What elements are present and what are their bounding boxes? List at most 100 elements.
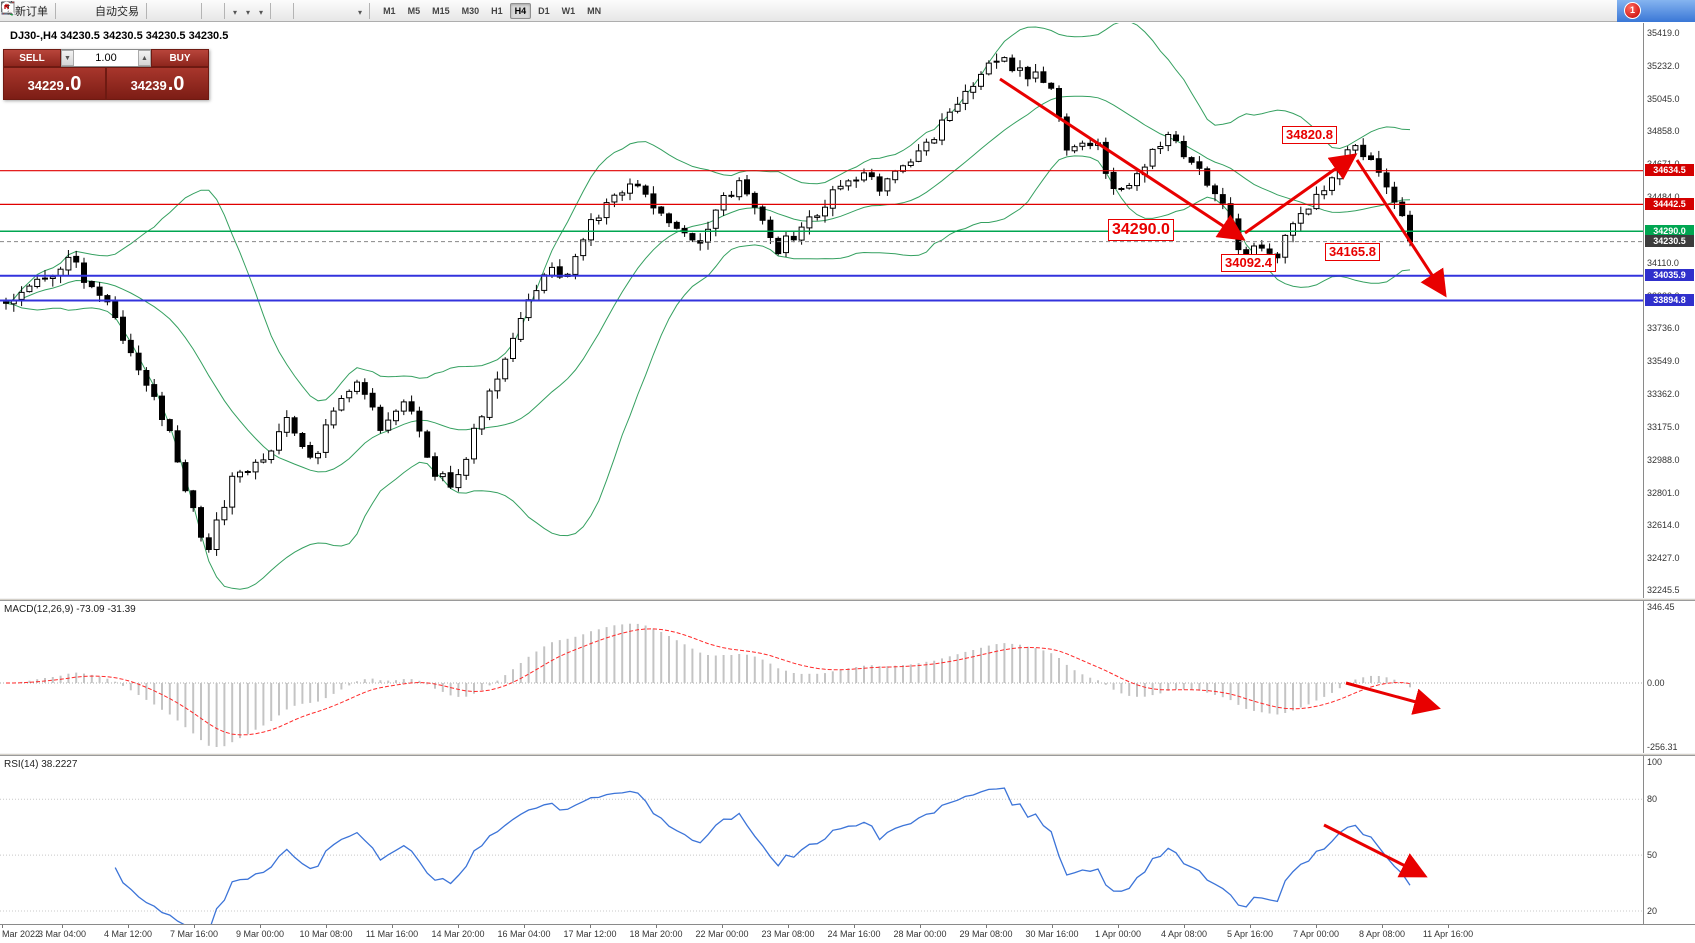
timeframe-h1[interactable]: H1 (491, 5, 503, 16)
candlestick-chart-button[interactable] (2, 0, 166, 22)
price-tick: 32614.0 (1647, 520, 1680, 530)
arrow-tools-dropdown[interactable] (4, 0, 366, 22)
time-label: Mar 2022 (2, 929, 41, 939)
zoom-in-button[interactable] (1, 0, 182, 22)
indicators-dropdown[interactable] (1, 0, 241, 22)
zoom-out-button[interactable] (1, 0, 190, 22)
candle-body (1266, 248, 1273, 254)
time-label: 17 Mar 12:00 (563, 929, 617, 939)
sell-price-display[interactable]: 34229.0 (3, 67, 106, 100)
rsi-axis[interactable]: 100 80 50 20 (1643, 756, 1695, 924)
periods-dropdown[interactable] (1, 0, 254, 22)
timeframe-d1[interactable]: D1 (538, 5, 550, 16)
candle-body (400, 401, 407, 412)
timeframe-m30[interactable]: M30 (461, 5, 480, 16)
volume-input[interactable] (74, 50, 138, 66)
volume-up-button[interactable]: ▲ (138, 50, 151, 66)
trendline-button[interactable] (1, 0, 313, 22)
rsi-label: RSI(14) 38.2227 (4, 759, 78, 770)
buy-button[interactable]: BUY (151, 49, 209, 67)
candle-body (143, 370, 150, 386)
crosshair-button[interactable] (1, 0, 290, 22)
annotation-label[interactable]: 34165.8 (1325, 243, 1380, 262)
trend-arrow[interactable] (1244, 153, 1358, 235)
notification-badge[interactable]: 1 (1624, 2, 1641, 19)
annotation-label[interactable]: 34092.4 (1221, 254, 1276, 273)
timeframe-m5[interactable]: M5 (407, 5, 421, 16)
line-chart-button[interactable] (1, 0, 174, 22)
arrange-windows-button[interactable] (1, 0, 213, 22)
time-label: 10 Mar 08:00 (299, 929, 353, 939)
market-watch-button[interactable] (2, 0, 67, 22)
time-axis[interactable]: Mar 2022 3 Mar 04:00 4 Mar 12:00 7 Mar 16:0… (0, 924, 1695, 943)
timeframe-m15[interactable]: M15 (432, 5, 450, 16)
candle-body (946, 111, 953, 121)
data-window-button[interactable] (2, 0, 75, 22)
price-tick: 33362.0 (1647, 389, 1680, 399)
time-tick (1316, 925, 1317, 928)
text-label-button[interactable]: T (1, 0, 353, 22)
new-order-button[interactable]: 新订单 (2, 0, 52, 22)
terminal-button[interactable] (2, 0, 91, 22)
autotrading-button[interactable]: 自动交易 (4, 0, 143, 22)
time-tick (1382, 925, 1383, 928)
sell-button[interactable]: SELL (3, 49, 61, 67)
buy-price-display[interactable]: 34239.0 (106, 67, 209, 100)
fibonacci-button[interactable] (1, 0, 337, 22)
macd-canvas[interactable] (0, 601, 1643, 753)
panel-divider[interactable] (0, 598, 1695, 601)
annotation-label[interactable]: 34290.0 (1108, 219, 1174, 241)
candle-body (120, 316, 126, 341)
candle-body (198, 507, 204, 538)
candle-body (424, 431, 431, 458)
templates-dropdown[interactable] (1, 0, 267, 22)
rsi-canvas[interactable] (0, 756, 1643, 924)
timeframe-w1[interactable]: W1 (561, 5, 576, 16)
candle-body (580, 239, 587, 257)
equidistant-channel-button[interactable] (1, 0, 321, 22)
cursor-button[interactable] (4, 0, 282, 22)
timeframe-h4[interactable]: H4 (509, 2, 532, 19)
toolbar-separator (146, 2, 147, 19)
candle-body (252, 461, 259, 473)
bollinger-band[interactable] (5, 23, 1411, 402)
trend-arrow[interactable] (1345, 681, 1441, 715)
sell-price-fraction: .0 (64, 73, 82, 95)
candle-body (354, 381, 360, 392)
time-tick (920, 925, 921, 928)
text-button[interactable]: A (4, 0, 345, 22)
candle-body (330, 410, 337, 426)
time-label: 22 Mar 00:00 (695, 929, 749, 939)
horizontal-line-button[interactable] (1, 0, 305, 22)
candle-body (541, 274, 548, 291)
candle-body (517, 318, 524, 340)
navigator-button[interactable] (2, 0, 83, 22)
candle-body (1188, 157, 1195, 163)
toolbar: 新订单 自动交易 A T M1 M5 (0, 0, 1695, 22)
timeframe-m1[interactable]: M1 (383, 5, 396, 16)
tile-windows-button[interactable] (1, 0, 198, 22)
price-tick: 34110.0 (1647, 258, 1679, 268)
price-chart-canvas[interactable] (0, 23, 1643, 598)
volume-down-button[interactable]: ▼ (61, 50, 74, 66)
trend-arrow[interactable] (1323, 823, 1428, 878)
macd-axis[interactable]: 346.45 0.00 -256.31 (1643, 601, 1695, 753)
search-area[interactable]: 1 (1, 0, 1695, 22)
andrews-pitchfork-button[interactable] (1, 0, 329, 22)
candle-body (408, 401, 415, 412)
candle-body (759, 206, 766, 221)
trend-arrow[interactable] (999, 77, 1246, 241)
time-tick (1118, 925, 1119, 928)
cascade-windows-button[interactable] (1, 0, 221, 22)
annotation-label[interactable]: 34820.8 (1282, 126, 1337, 145)
panel-divider[interactable] (0, 753, 1695, 756)
timeframe-mn[interactable]: MN (587, 5, 602, 16)
rsi-axis-tick: 50 (1647, 850, 1658, 860)
trend-arrow[interactable] (1355, 159, 1447, 298)
macd-panel: MACD(12,26,9) -73.09 -31.39 (0, 601, 1643, 753)
bar-chart-button[interactable] (2, 0, 158, 22)
search-icon[interactable] (0, 0, 16, 16)
price-axis[interactable]: 35419.035232.035045.034858.034671.034484… (1643, 23, 1695, 598)
bollinger-band[interactable] (5, 95, 1411, 473)
time-tick (524, 925, 525, 928)
